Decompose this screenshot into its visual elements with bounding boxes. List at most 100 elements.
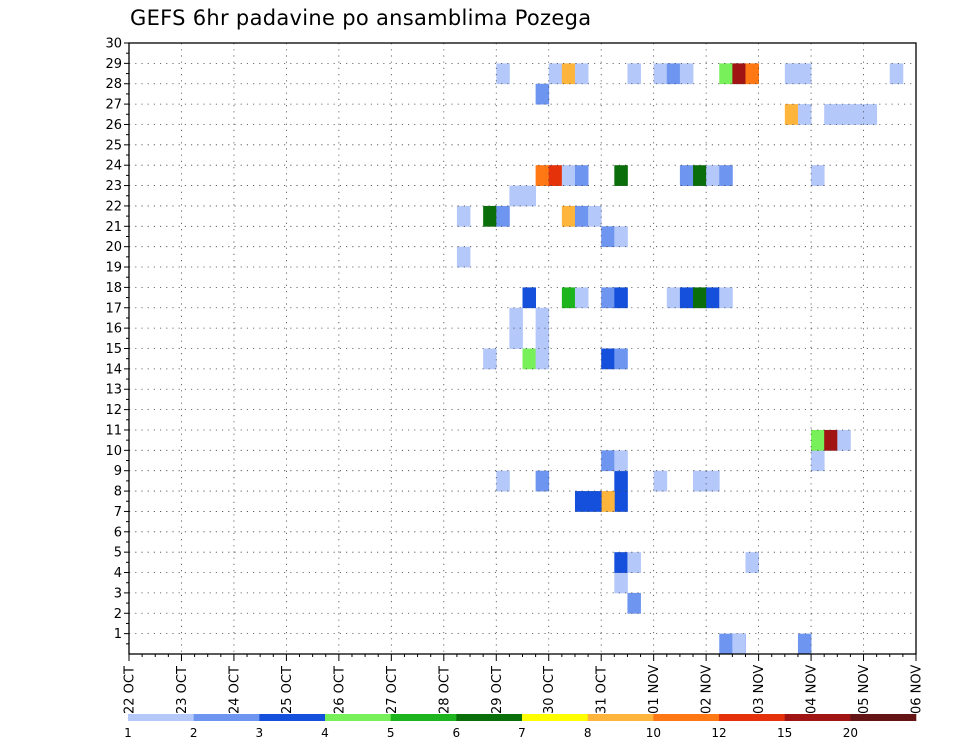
y-tick-label: 19: [105, 261, 122, 276]
heatmap-cell: [561, 287, 576, 309]
colorbar-swatch: [128, 714, 194, 721]
y-tick-label: 4: [114, 566, 122, 581]
heatmap-cell: [679, 165, 694, 186]
y-tick-label: 21: [105, 220, 122, 235]
heatmap-cell: [509, 328, 523, 349]
y-tick-label: 23: [105, 179, 122, 194]
heatmap-cell: [535, 83, 550, 105]
heatmap-cell: [509, 185, 523, 207]
heatmap-cell: [535, 348, 550, 370]
heatmap-cell: [456, 246, 471, 268]
heatmap-cell: [719, 63, 733, 85]
heatmap-cell: [588, 205, 602, 227]
y-tick-label: 28: [105, 77, 122, 92]
colorbar-label: 8: [584, 726, 592, 740]
y-tick-label: 13: [105, 383, 122, 398]
heatmap-cell: [837, 429, 851, 451]
colorbar-label: 3: [256, 726, 264, 740]
heatmap-cell: [496, 470, 510, 492]
y-tick-label: 22: [105, 199, 122, 214]
x-tick-label: 23 OCT: [175, 666, 190, 714]
colorbar-label: 6: [453, 726, 461, 740]
colorbar-swatch: [193, 714, 260, 721]
x-tick-label: 03 NOV: [752, 665, 767, 714]
heatmap-cell: [824, 104, 838, 125]
heatmap-cell: [706, 287, 720, 309]
heatmap-cell: [548, 63, 563, 85]
heatmap-cell: [784, 104, 799, 125]
heatmap-cell: [706, 470, 720, 492]
heatmap-cell: [627, 552, 641, 573]
colorbar-label: 1: [124, 726, 132, 740]
heatmap-cell: [889, 63, 904, 85]
colorbar-label: 5: [387, 726, 395, 740]
heatmap-cell: [679, 63, 694, 85]
colorbar-label: 20: [843, 726, 858, 740]
heatmap-cell: [693, 165, 707, 186]
heatmap-cell: [614, 226, 628, 248]
heatmap-cell: [574, 205, 589, 227]
y-axis: 1234567891011121314151617181920212223242…: [105, 37, 129, 645]
x-tick-label: 22 OCT: [123, 666, 138, 714]
y-tick-label: 29: [105, 57, 122, 72]
heatmap-cell: [706, 165, 720, 186]
x-axis: 22 OCT 23 OCT 24 OCT 25 OCT 26 OCT 27 OCT 28 O…: [123, 654, 925, 714]
y-tick-label: 20: [105, 240, 122, 255]
colorbar-swatch: [325, 714, 391, 721]
y-tick-label: 30: [105, 37, 122, 52]
heatmap-cell: [574, 287, 589, 309]
chart-title: GEFS 6hr padavine po ansamblima Pozega: [130, 6, 592, 30]
heatmap-cells: [456, 63, 904, 655]
colorbar-label: 12: [711, 726, 726, 740]
y-tick-label: 11: [105, 423, 122, 438]
x-tick-label: 01 NOV: [647, 665, 662, 714]
heatmap-cell: [522, 348, 537, 370]
x-tick-label: 06 NOV: [910, 665, 925, 714]
y-tick-label: 24: [105, 159, 122, 174]
y-tick-label: 2: [114, 607, 122, 622]
heatmap-cell: [601, 450, 615, 472]
y-tick-label: 3: [114, 586, 122, 601]
heatmap-cell: [824, 429, 838, 451]
colorbar-label: 2: [190, 726, 198, 740]
heatmap-cell: [574, 165, 589, 186]
y-tick-label: 12: [105, 403, 122, 418]
heatmap-cell: [456, 205, 471, 227]
colorbar: 1 2 3 4 5 6 7 8 10 12 15 20: [124, 714, 917, 740]
heatmap-cell: [535, 328, 550, 349]
heatmap-cell: [693, 287, 707, 309]
heatmap-cell: [666, 287, 681, 309]
heatmap-cell: [627, 63, 641, 85]
heatmap-cell: [666, 63, 681, 85]
x-tick-label: 02 NOV: [700, 665, 715, 714]
heatmap-cell: [535, 165, 550, 186]
heatmap-cell: [496, 63, 510, 85]
y-tick-label: 25: [105, 138, 122, 153]
heatmap-cell: [693, 470, 707, 492]
heatmap-cell: [535, 470, 550, 492]
heatmap-cell: [811, 429, 825, 451]
heatmap-cell: [784, 63, 799, 85]
heatmap-cell: [522, 185, 537, 207]
heatmap-cell: [614, 491, 628, 512]
heatmap-cell: [614, 348, 628, 370]
y-tick-label: 5: [114, 546, 122, 561]
heatmap-cell: [535, 307, 550, 329]
x-tick-label: 31 OCT: [595, 666, 610, 714]
heatmap-cell: [601, 226, 615, 248]
x-tick-label: 30 OCT: [542, 666, 557, 714]
colorbar-swatch: [456, 714, 523, 721]
y-tick-label: 16: [105, 322, 122, 337]
x-tick-label: 28 OCT: [437, 666, 452, 714]
heatmap-cell: [588, 491, 602, 512]
heatmap-cell: [745, 552, 759, 573]
colorbar-swatch: [259, 714, 326, 721]
y-tick-label: 17: [105, 301, 122, 316]
heatmap-cell: [614, 165, 628, 186]
colorbar-swatch: [784, 714, 851, 721]
heatmap-cell: [679, 287, 694, 309]
heatmap-cell: [561, 165, 576, 186]
colorbar-swatch: [390, 714, 457, 721]
grid-lines: [129, 43, 916, 654]
heatmap-cell: [732, 633, 746, 655]
